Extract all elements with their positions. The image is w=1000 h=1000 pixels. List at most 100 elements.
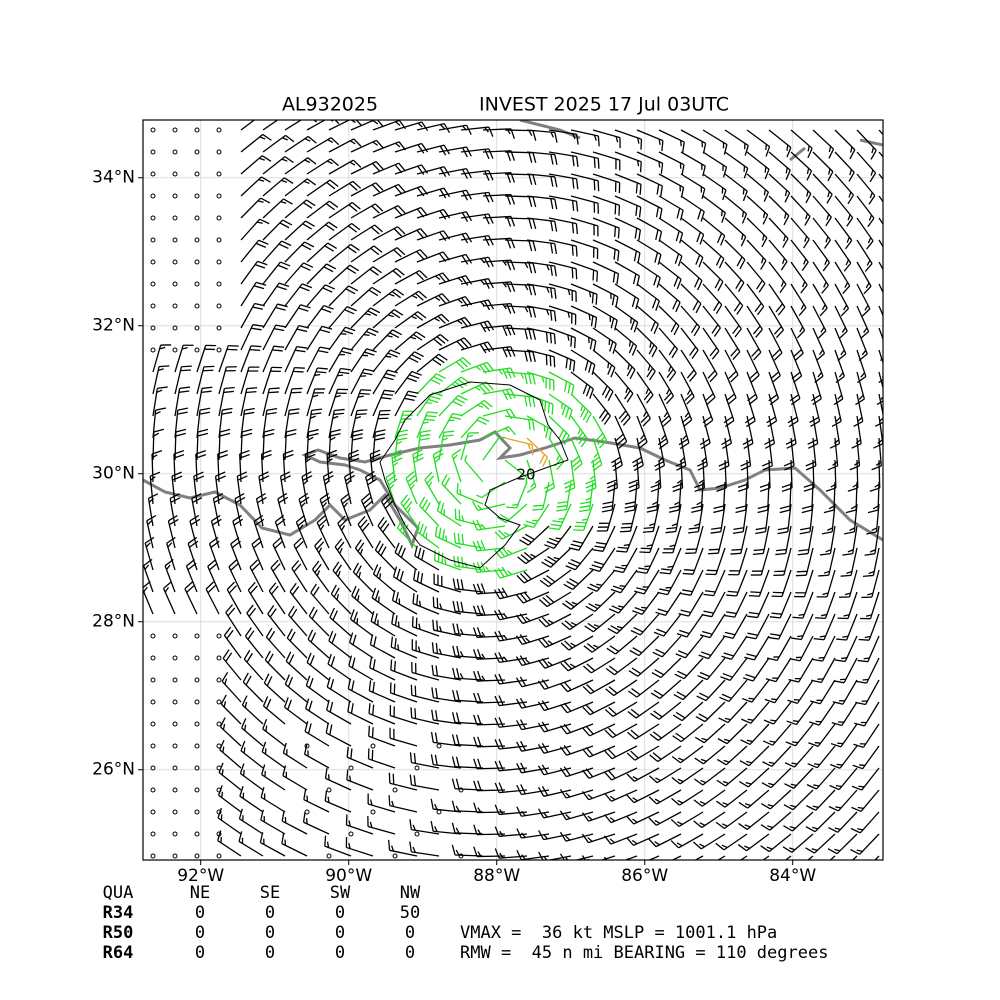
barb-tick	[553, 556, 560, 560]
barb-tick	[276, 285, 287, 291]
table-cell: 0	[195, 903, 205, 923]
barb-tick	[472, 540, 478, 552]
barb-tick	[848, 172, 855, 182]
barb-tick	[338, 371, 350, 375]
barb-tick	[668, 372, 677, 382]
barb-tick	[408, 478, 418, 487]
barb-tick	[355, 565, 362, 576]
barb-staff	[878, 129, 883, 136]
barb-tick	[476, 561, 482, 573]
barb-tick	[724, 614, 735, 618]
barb-staff	[770, 767, 792, 789]
barb-staff	[614, 437, 623, 466]
barb-staff	[288, 614, 308, 637]
barb-staff	[878, 261, 883, 271]
barb-staff	[455, 766, 484, 769]
barb-tick	[481, 631, 486, 638]
calm-marker	[150, 765, 156, 771]
barb-tick	[825, 216, 832, 227]
barb-staff	[334, 546, 352, 571]
barb-tick	[319, 346, 331, 350]
barb-tick	[748, 594, 760, 597]
barb-tick	[675, 711, 686, 719]
barb-tick	[340, 367, 351, 371]
barb-tick	[472, 605, 478, 616]
barb-staff	[746, 151, 770, 170]
barb-tick	[744, 145, 749, 156]
barb-tick	[239, 786, 244, 797]
barb-tick	[502, 282, 507, 288]
barb-staff	[636, 459, 640, 488]
barb-tick	[656, 184, 660, 195]
barb-tick	[846, 217, 854, 227]
barb-staff	[792, 789, 814, 811]
barb-tick	[537, 744, 545, 754]
barb-staff	[570, 327, 597, 342]
barb-staff	[664, 591, 682, 616]
barb-staff	[768, 305, 785, 331]
barb-tick	[259, 136, 266, 140]
barb-tick	[398, 184, 406, 193]
barb-tick	[798, 548, 809, 552]
barb-tick	[375, 566, 382, 577]
barb-tick	[722, 780, 729, 785]
barb-tick	[515, 677, 523, 688]
barb-tick	[615, 433, 624, 442]
barb-staff	[324, 800, 352, 813]
grid	[143, 120, 883, 860]
barb-staff	[612, 723, 638, 739]
barb-tick	[642, 418, 651, 427]
barb-staff	[185, 565, 198, 593]
barb-tick	[823, 281, 827, 288]
barb-tick	[194, 475, 205, 481]
barb-tick	[528, 396, 532, 407]
barb-tick	[352, 634, 357, 645]
barb-staff	[521, 679, 550, 688]
barb-staff	[768, 459, 771, 489]
barb-tick	[258, 178, 265, 182]
barb-staff	[635, 723, 660, 740]
barb-tick	[701, 630, 713, 635]
barb-tick	[550, 265, 553, 276]
barb-tick	[720, 210, 723, 217]
barb-staff	[438, 413, 454, 439]
barb-tick	[278, 243, 289, 250]
barb-tick	[646, 505, 658, 509]
barb-tick	[699, 438, 710, 446]
barb-tick	[303, 180, 310, 185]
barb-staff	[344, 476, 352, 505]
barb-tick	[268, 630, 276, 641]
barb-tick	[777, 531, 788, 535]
barb-tick	[579, 505, 591, 509]
barb-tick	[271, 585, 279, 595]
barb-tick	[722, 802, 729, 806]
barb-staff	[747, 767, 770, 788]
barb-staff	[878, 349, 883, 365]
barb-tick	[666, 388, 670, 395]
calm-marker	[172, 765, 178, 771]
barb-staff	[196, 366, 205, 395]
barb-tick	[726, 594, 737, 597]
barb-tick	[434, 826, 438, 832]
calm-marker	[150, 787, 156, 793]
barb-staff	[570, 371, 594, 390]
barb-tick	[626, 815, 635, 825]
barb-tick	[222, 723, 226, 730]
barb-tick	[803, 483, 814, 488]
barb-tick	[658, 161, 661, 168]
barb-tick	[556, 454, 561, 461]
barb-tick	[326, 449, 337, 455]
barb-tick	[744, 845, 751, 849]
barb-staff	[284, 135, 309, 153]
barb-tick	[498, 738, 504, 749]
barb-tick	[436, 620, 439, 631]
barb-tick	[741, 233, 744, 240]
barb-tick	[721, 844, 728, 849]
barb-tick	[616, 273, 620, 285]
barb-staff	[724, 283, 744, 307]
barb-tick	[389, 332, 400, 339]
barb-staff	[856, 437, 861, 466]
barb-tick	[532, 196, 537, 208]
barb-staff	[807, 525, 814, 554]
barb-tick	[653, 689, 664, 697]
